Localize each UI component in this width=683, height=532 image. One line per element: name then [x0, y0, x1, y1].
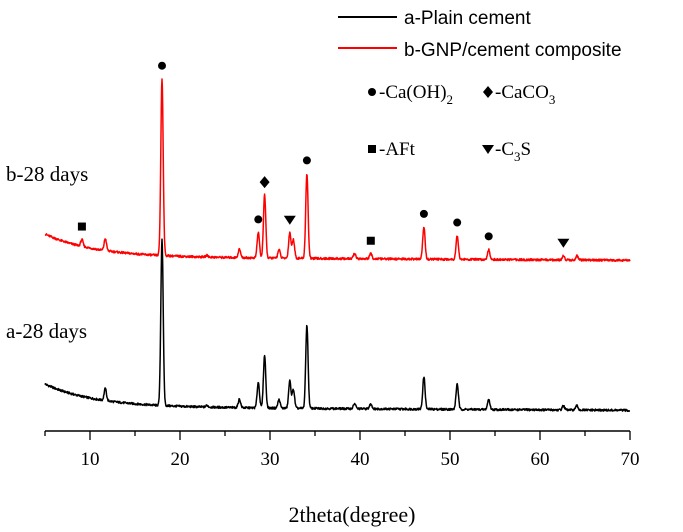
- plot-area: 10 20 30 40 50 60 70: [44, 61, 640, 470]
- x-axis-label: 2theta(degree): [288, 502, 415, 527]
- series-layer: [44, 78, 631, 413]
- circle-peak-marker: [254, 215, 263, 224]
- circle-legend-symbol: [368, 88, 376, 96]
- x-tick-label: 70: [621, 449, 640, 470]
- series-label-a: a-28 days: [6, 319, 87, 343]
- series-line-b: [44, 78, 631, 263]
- x-tick-label: 50: [441, 449, 460, 470]
- triangle-down-peak-marker: [283, 215, 296, 225]
- phase-legend-label: -AFt: [379, 139, 416, 160]
- phase-legend-label: -CaCO3: [495, 82, 555, 107]
- phase-legend: -Ca(OH)2 -CaCO3 -AFt -C3S: [368, 82, 555, 164]
- x-tick-label: 30: [261, 449, 280, 470]
- legend-label-b: b-GNP/cement composite: [404, 40, 622, 61]
- legend: a-Plain cement b-GNP/cement composite: [338, 8, 622, 61]
- square-peak-marker: [77, 222, 86, 231]
- x-tick-label: 60: [531, 449, 550, 470]
- legend-label-a: a-Plain cement: [404, 8, 531, 29]
- phase-legend-label: -C3S: [495, 139, 531, 164]
- phase-legend-label: -Ca(OH)2: [379, 82, 453, 107]
- x-tick-label: 20: [171, 449, 190, 470]
- circle-peak-marker: [302, 156, 311, 165]
- diamond-legend-symbol: [483, 86, 493, 98]
- x-axis-ticks: 10 20 30 40 50 60 70: [44, 431, 640, 470]
- circle-peak-marker: [484, 232, 493, 241]
- series-label-b: b-28 days: [6, 162, 88, 186]
- circle-peak-marker: [419, 209, 428, 218]
- triangle-down-peak-marker: [557, 238, 570, 248]
- square-legend-symbol: [368, 145, 376, 153]
- triangle-down-legend-symbol: [482, 145, 494, 154]
- circle-peak-marker: [158, 61, 166, 70]
- circle-peak-marker: [453, 218, 462, 227]
- x-tick-label: 10: [81, 449, 100, 470]
- series-line-a: [44, 238, 631, 413]
- square-peak-marker: [366, 236, 375, 245]
- peak-marker-layer: [77, 61, 570, 248]
- x-tick-label: 40: [351, 449, 370, 470]
- diamond-peak-marker: [259, 176, 270, 189]
